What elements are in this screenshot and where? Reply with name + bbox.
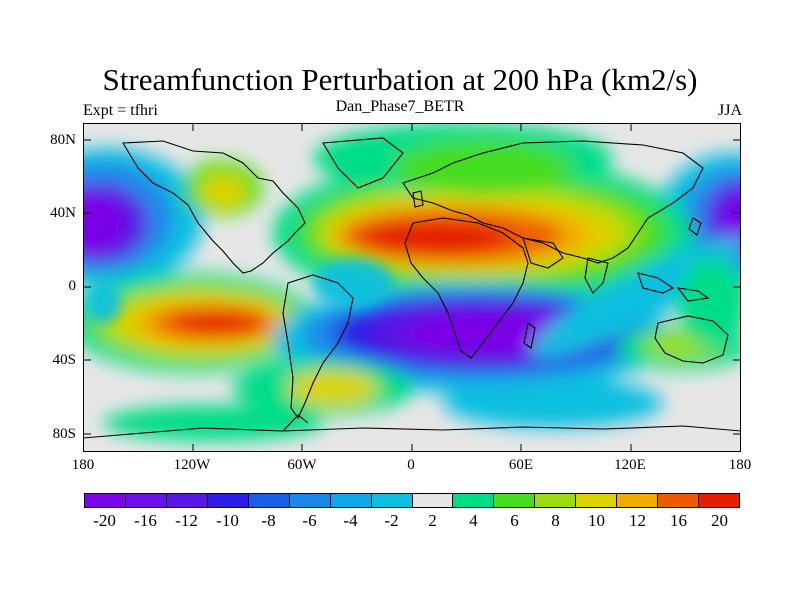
lon-label-60e: 60E [508,457,534,473]
colorbar-swatch [453,494,495,507]
page-title: Streamfunction Perturbation at 200 hPa (… [102,62,698,97]
map-panel [83,123,741,452]
colorbar-label: -8 [261,511,276,530]
lon-label-180w: 180 [71,457,95,473]
colorbar-label: 8 [551,511,560,530]
colorbar-label: -6 [302,511,317,530]
colorbar-label: -20 [93,511,116,530]
season-label: JJA [717,102,742,119]
run-name-label: Dan_Phase7_BETR [335,98,465,115]
streamfunction-map [83,123,741,452]
lon-label-0: 0 [407,457,415,473]
colorbar [84,493,740,508]
colorbar-label: 12 [629,511,646,530]
colorbar-swatch [658,494,700,507]
colorbar-swatch [371,494,413,507]
lat-label-80s: 80S [52,426,76,442]
tick-marks [83,123,741,452]
colorbar-swatch [289,494,331,507]
colorbar-label: 10 [588,511,605,530]
lat-label-40n: 40N [50,205,76,221]
contour-field [83,123,741,452]
colorbar-swatch [85,494,126,507]
colorbar-label: 16 [670,511,687,530]
lon-label-120w: 120W [173,457,211,473]
colorbar-swatch [125,494,167,507]
lat-label-80n: 80N [50,132,76,148]
colorbar-label: -10 [216,511,239,530]
colorbar-swatch [535,494,577,507]
colorbar-label: -12 [175,511,198,530]
colorbar-label: -16 [134,511,157,530]
colorbar-swatch [248,494,290,507]
colorbar-swatch [699,494,739,507]
colorbar-label: 4 [469,511,478,530]
colorbar-label: -2 [384,511,399,530]
colorbar-swatch [330,494,372,507]
lon-label-120e: 120E [614,457,646,473]
lat-label-40s: 40S [52,352,76,368]
coastlines [83,137,741,439]
colorbar-swatch [412,494,454,507]
colorbar-swatch [166,494,208,507]
colorbar-label: 2 [428,511,437,530]
colorbar-swatch [576,494,618,507]
experiment-label: Expt = tfhri [83,102,158,119]
colorbar-label: 6 [510,511,519,530]
colorbar-label: -4 [343,511,358,530]
colorbar-swatch [207,494,249,507]
lat-label-equator: 0 [68,278,77,294]
lon-label-60w: 60W [287,457,317,473]
colorbar-swatch [494,494,536,507]
lon-label-180e: 180 [728,457,752,473]
colorbar-label: 20 [711,511,728,530]
colorbar-swatch [617,494,659,507]
